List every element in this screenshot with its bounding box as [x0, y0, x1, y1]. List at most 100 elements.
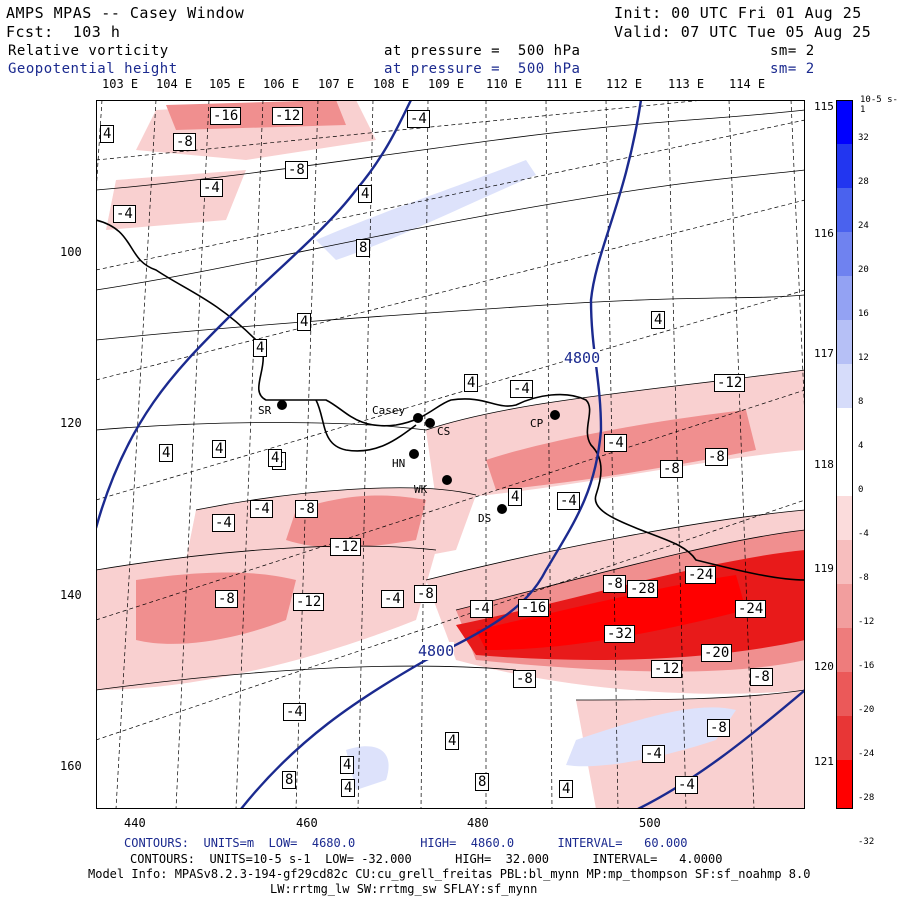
field1-level: at pressure = 500 hPa	[384, 43, 581, 59]
colorbar-tick-label: 0	[858, 485, 864, 495]
vorticity-contour-label: -4	[557, 492, 580, 510]
colorbar-tick-label: 20	[858, 265, 869, 275]
colorbar-tick-label: -16	[858, 661, 875, 671]
colorbar-tick-label: 16	[858, 309, 869, 319]
vorticity-contour-label: -4	[510, 380, 533, 398]
vorticity-contour-label: -4	[642, 745, 665, 763]
vorticity-contour-label: -4	[283, 703, 306, 721]
lon-label: 110 E	[486, 77, 523, 91]
vorticity-map	[96, 100, 805, 809]
lon-label: 112 E	[606, 77, 643, 91]
vorticity-contour-label: -12	[714, 374, 746, 392]
vorticity-contour-label: -8	[173, 133, 196, 151]
colorbar-tick-label: -12	[858, 617, 875, 627]
lon-label: 103 E	[102, 77, 139, 91]
height-contour-label: 4800	[564, 349, 601, 367]
lon-label: 105 E	[209, 77, 246, 91]
lon-label: 111 E	[546, 77, 583, 91]
field1-sm: sm= 2	[770, 43, 815, 59]
vorticity-contour-label: -8	[295, 500, 318, 518]
vorticity-contour-label: -12	[293, 593, 325, 611]
colorbar-unit: 10-5 s-1	[860, 95, 898, 115]
colorbar-tick-label: -32	[858, 837, 875, 847]
vorticity-contour-label: -8	[285, 161, 308, 179]
footer-model-info: Model Info: MPASv8.2.3-194-gf29cd82c CU:…	[88, 867, 811, 881]
vorticity-contour-label: -16	[518, 599, 550, 617]
vorticity-contour-label: -12	[651, 660, 683, 678]
vorticity-contour-label: -24	[735, 600, 767, 618]
x-tick: 500	[639, 816, 661, 830]
colorbar-tick-label: 24	[858, 221, 869, 231]
vorticity-contour-label: 4	[341, 779, 356, 797]
colorbar-tick-label: -28	[858, 793, 875, 803]
vorticity-contour-label: -8	[705, 448, 728, 466]
colorbar-tick-label: -20	[858, 705, 875, 715]
vorticity-contour-label: 4	[253, 339, 268, 357]
footer-vorticity-contours: CONTOURS: UNITS=10-5 s-1 LOW= -32.000 HI…	[130, 852, 723, 866]
vorticity-contour-label: 4	[297, 313, 312, 331]
x-tick: 480	[467, 816, 489, 830]
vorticity-contour-label: -28	[627, 580, 659, 598]
colorbar-tick-label: -24	[858, 749, 875, 759]
vorticity-contour-label: -4	[470, 600, 493, 618]
vorticity-contour-label: -8	[750, 668, 773, 686]
vorticity-contour-label: -8	[414, 585, 437, 603]
vorticity-contour-label: -20	[701, 644, 733, 662]
vorticity-contour-label: -4	[675, 776, 698, 794]
lon-label: 107 E	[318, 77, 355, 91]
vorticity-contour-label: 4	[559, 780, 574, 798]
forecast-hour: Fcst: 103 h	[6, 23, 121, 41]
field2-level: at pressure = 500 hPa	[384, 61, 581, 77]
height-contour-label: 4800	[418, 642, 455, 660]
x-tick: 460	[296, 816, 318, 830]
vorticity-contour-label: 4	[508, 488, 523, 506]
vorticity-contour-label: -8	[215, 590, 238, 608]
vorticity-contour-label: -8	[660, 460, 683, 478]
vorticity-contour-label: 4	[651, 311, 666, 329]
station-label: HN	[392, 457, 406, 470]
vorticity-contour-label: 8	[475, 773, 490, 791]
colorbar-tick-label: 32	[858, 133, 869, 143]
lon-label: 108 E	[373, 77, 410, 91]
coastline	[96, 219, 805, 581]
field2-name: Geopotential height	[8, 61, 178, 77]
vorticity-contour-label: 4	[268, 449, 283, 467]
vorticity-contour-label: 4	[358, 185, 373, 203]
vorticity-contour-label: -12	[272, 107, 304, 125]
station-label: WK	[414, 483, 428, 496]
vorticity-contour-label: 4	[212, 440, 227, 458]
station-markers	[277, 400, 560, 514]
valid-time: Valid: 07 UTC Tue 05 Aug 25	[614, 23, 872, 41]
y-tick: 120	[60, 416, 82, 430]
vorticity-contour-label: 4	[100, 125, 115, 143]
footer-model-info-2: LW:rrtmg_lw SW:rrtmg_sw SFLAY:sf_mynn	[270, 882, 538, 896]
vorticity-contour-label: -32	[604, 625, 636, 643]
vorticity-contour-label: -4	[113, 205, 136, 223]
station-label: Casey	[372, 404, 406, 417]
colorbar-tick-label: 8	[858, 397, 864, 407]
vorticity-contour-label: 8	[282, 771, 297, 789]
vorticity-contour-label: 4	[445, 732, 460, 750]
vorticity-contours	[96, 109, 805, 701]
vorticity-contour-label: -4	[250, 500, 273, 518]
colorbar-tick-label: 28	[858, 177, 869, 187]
vorticity-contour-label: -8	[707, 719, 730, 737]
coastline	[315, 399, 417, 452]
station-label: DS	[478, 512, 492, 525]
field2-sm: sm= 2	[770, 61, 815, 77]
station-label: CS	[437, 425, 451, 438]
colorbar-tick-label: -8	[858, 573, 869, 583]
colorbar-tick-label: 12	[858, 353, 869, 363]
colorbar-tick-label: -4	[858, 529, 869, 539]
vorticity-contour-label: 8	[356, 239, 371, 257]
vorticity-contour-label: -8	[603, 575, 626, 593]
vorticity-contour-label: -4	[381, 590, 404, 608]
neg-vorticity-max	[476, 575, 746, 650]
station-label: CP	[530, 417, 544, 430]
vorticity-contour-label: 4	[464, 374, 479, 392]
footer-height-contours: CONTOURS: UNITS=m LOW= 4680.0 HIGH= 4860…	[124, 836, 688, 850]
vorticity-contour-label: 4	[159, 444, 174, 462]
height-contours	[96, 100, 805, 809]
lon-label: 104 E	[156, 77, 193, 91]
x-tick: 440	[124, 816, 146, 830]
